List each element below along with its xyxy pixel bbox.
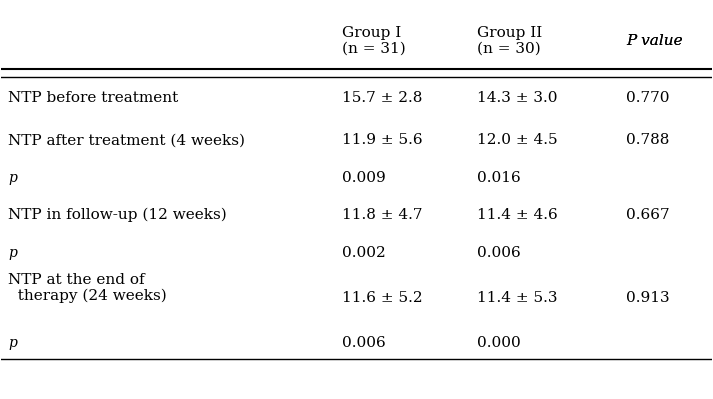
Text: 11.4 ± 5.3: 11.4 ± 5.3 [477, 290, 558, 304]
Text: 11.6 ± 5.2: 11.6 ± 5.2 [342, 290, 423, 304]
Text: P value: P value [627, 34, 683, 48]
Text: NTP before treatment: NTP before treatment [9, 91, 179, 105]
Text: 15.7 ± 2.8: 15.7 ± 2.8 [342, 91, 423, 105]
Text: 0.913: 0.913 [627, 290, 670, 304]
Text: 0.006: 0.006 [342, 336, 386, 350]
Text: P value: P value [627, 34, 683, 48]
Text: p: p [9, 171, 17, 185]
Text: NTP in follow-up (12 weeks): NTP in follow-up (12 weeks) [9, 208, 227, 222]
Text: p: p [9, 336, 17, 350]
Text: Group II
(n = 30): Group II (n = 30) [477, 26, 543, 56]
Text: 11.9 ± 5.6: 11.9 ± 5.6 [342, 133, 423, 147]
Text: p: p [9, 246, 17, 260]
Text: 0.016: 0.016 [477, 171, 521, 185]
Text: 0.009: 0.009 [342, 171, 386, 185]
Text: NTP after treatment (4 weeks): NTP after treatment (4 weeks) [9, 133, 245, 147]
Text: 0.000: 0.000 [477, 336, 521, 350]
Text: 14.3 ± 3.0: 14.3 ± 3.0 [477, 91, 558, 105]
Text: NTP at the end of
  therapy (24 weeks): NTP at the end of therapy (24 weeks) [9, 273, 168, 304]
Text: Group I
(n = 31): Group I (n = 31) [342, 26, 406, 56]
Text: 0.006: 0.006 [477, 246, 521, 260]
Text: 0.002: 0.002 [342, 246, 386, 260]
Text: 0.667: 0.667 [627, 208, 670, 222]
Text: 0.788: 0.788 [627, 133, 670, 147]
Text: 11.8 ± 4.7: 11.8 ± 4.7 [342, 208, 423, 222]
Text: 12.0 ± 4.5: 12.0 ± 4.5 [477, 133, 558, 147]
Text: 11.4 ± 4.6: 11.4 ± 4.6 [477, 208, 558, 222]
Text: 0.770: 0.770 [627, 91, 670, 105]
